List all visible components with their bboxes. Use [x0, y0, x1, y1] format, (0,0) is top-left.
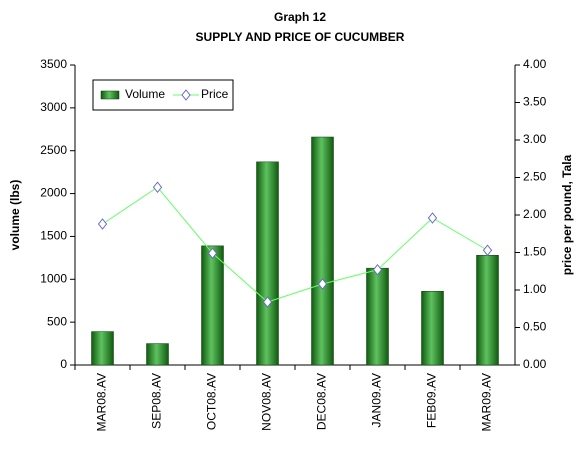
legend-swatch	[100, 90, 120, 100]
y2-tick-label: 2.00	[523, 207, 547, 221]
y2-axis-label: price per pound, Tala	[560, 154, 574, 275]
bar	[476, 255, 499, 366]
y-tick-label: 2000	[40, 186, 67, 200]
price-marker	[482, 244, 493, 257]
bar	[311, 136, 334, 366]
price-marker	[317, 278, 328, 290]
price-marker	[207, 247, 218, 260]
bar	[366, 267, 389, 366]
y2-tick-label: 1.00	[523, 282, 547, 296]
bar	[256, 161, 279, 366]
x-tick-label: MAR08.AV	[95, 373, 109, 431]
y-tick-label: 500	[47, 314, 67, 328]
x-tick-label: OCT08.AV	[205, 373, 219, 430]
bar	[421, 291, 444, 366]
legend-label: Price	[201, 87, 229, 101]
y-tick-label: 1500	[40, 229, 67, 243]
bar	[146, 343, 169, 366]
y-tick-label: 0	[60, 357, 67, 371]
price-marker	[372, 263, 383, 276]
y2-tick-label: 0.00	[523, 357, 547, 371]
y-tick-label: 2500	[40, 143, 67, 157]
price-marker	[97, 218, 108, 230]
y2-tick-label: 0.50	[523, 320, 547, 334]
price-marker	[152, 181, 163, 194]
y2-tick-label: 1.50	[523, 245, 547, 259]
price-line	[102, 186, 488, 303]
y2-tick-label: 2.50	[523, 170, 547, 184]
bar	[91, 331, 114, 366]
x-tick-label: FEB09.AV	[425, 373, 439, 428]
y2-tick-label: 3.00	[523, 132, 547, 146]
legend-marker	[181, 89, 191, 101]
legend-label: Volume	[125, 87, 165, 101]
y2-tick-label: 4.00	[523, 57, 547, 71]
y2-tick-label: 3.50	[523, 95, 547, 109]
y-tick-label: 3000	[40, 100, 67, 114]
chart-title: Graph 12	[274, 10, 326, 24]
chart-subtitle: SUPPLY AND PRICE OF CUCUMBER	[196, 30, 405, 44]
y-axis-label: volume (lbs)	[8, 180, 22, 251]
price-marker	[427, 212, 438, 224]
x-tick-label: JAN09.AV	[370, 373, 384, 427]
y-tick-label: 3500	[40, 57, 67, 71]
x-tick-label: DEC08.AV	[315, 373, 329, 430]
x-tick-label: MAR09.AV	[480, 373, 494, 431]
bar	[201, 245, 224, 366]
y-tick-label: 1000	[40, 271, 67, 285]
x-tick-label: NOV08.AV	[260, 373, 274, 431]
x-tick-label: SEP08.AV	[150, 373, 164, 429]
price-marker	[262, 296, 273, 308]
